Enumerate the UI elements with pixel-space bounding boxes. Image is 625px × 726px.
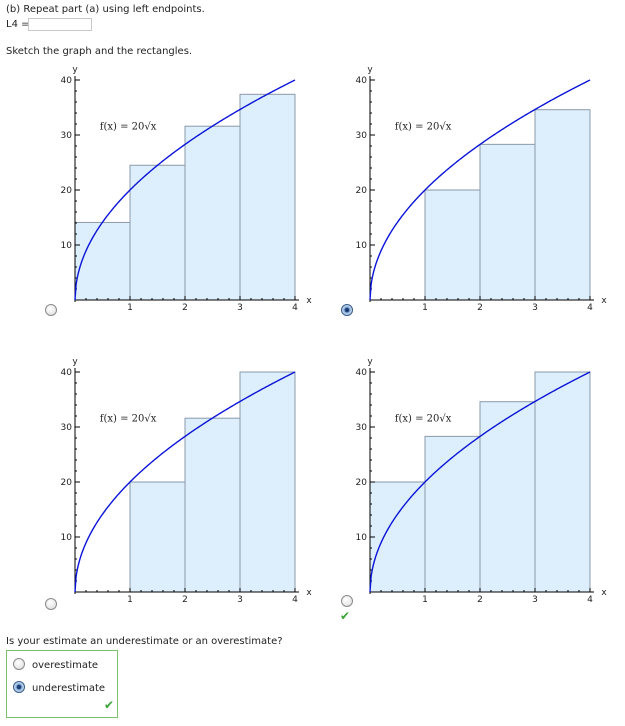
rectangle-1 [74,221,131,301]
y-tick-label: 20 [61,478,73,488]
rectangle-4 [534,371,591,593]
rectangle-4 [239,93,296,301]
x-tick-label: 4 [292,595,298,605]
y-tick-label: 40 [61,368,73,378]
rectangle-2 [129,164,186,301]
l4-input[interactable] [28,18,92,31]
graph-option-3: 10 20 30 40y 1 2 3 4x f(x) = 20√x [61,357,313,605]
sketch-prompt: Sketch the graph and the rectangles. [6,46,193,57]
x-tick-label: 2 [182,303,188,313]
rectangle-2 [184,417,241,593]
graph-option-4-checkmark-icon: ✔ [340,609,351,623]
function-curve [369,79,591,301]
y-tick-label: 20 [356,478,368,488]
x-tick-label: 3 [237,595,243,605]
y-tick-label: 10 [61,241,73,251]
graph-option-1-radio[interactable] [45,304,57,316]
function-label: f(x) = 20√x [395,414,452,425]
function-label: f(x) = 20√x [100,414,157,425]
rectangle-2 [424,435,481,593]
y-axis-label: y [367,357,373,367]
x-tick-label: 4 [587,303,593,313]
x-tick-label: 1 [127,595,133,605]
y-tick-label: 30 [356,131,368,141]
y-tick-label: 20 [61,186,73,196]
x-tick-label: 1 [422,303,428,313]
graph-option-4-radio[interactable] [341,595,353,607]
overestimate-radio[interactable] [13,658,25,670]
y-axis-label: y [72,357,78,367]
y-tick-label: 10 [61,533,73,543]
x-axis-label: x [306,588,312,598]
rectangle-1 [129,481,186,593]
part-b-instruction: (b) Repeat part (a) using left endpoints… [6,4,205,15]
x-tick-label: 1 [422,595,428,605]
x-tick-label: 3 [532,303,538,313]
estimate-checkmark-icon: ✔ [104,698,115,712]
rectangle-3 [239,371,296,593]
graph-option-3-radio[interactable] [45,598,57,610]
rectangle-2 [424,189,481,301]
rectangle-3 [479,143,536,301]
rectangle-1 [369,481,426,593]
y-tick-label: 40 [356,368,368,378]
graph-option-2: 10 20 30 40y 1 2 3 4x f(x) = 20√x [356,65,608,313]
x-tick-label: 4 [292,303,298,313]
y-axis-label: y [367,65,373,75]
x-axis-label: x [601,588,607,598]
y-tick-label: 10 [356,241,368,251]
graph-option-4: 10 20 30 40y 1 2 3 4x f(x) = 20√x [356,357,608,605]
y-tick-label: 30 [61,131,73,141]
estimate-answer-box [6,650,118,718]
function-curve [74,371,296,593]
x-tick-label: 4 [587,595,593,605]
function-curve [369,371,591,593]
l4-label: L4 = [6,19,30,30]
y-tick-label: 30 [356,423,368,433]
x-tick-label: 3 [237,303,243,313]
y-axis-label: y [72,65,78,75]
y-tick-label: 30 [61,423,73,433]
x-axis-label: x [601,296,607,306]
rectangle-4 [534,109,591,301]
y-tick-label: 10 [356,533,368,543]
estimate-question: Is your estimate an underestimate or an … [6,636,283,647]
function-curve [74,79,296,301]
x-axis-label: x [306,296,312,306]
y-tick-label: 40 [61,76,73,86]
underestimate-radio[interactable] [13,681,25,693]
underestimate-label[interactable]: underestimate [32,683,106,694]
function-label: f(x) = 20√x [100,122,157,133]
graph-option-1: 10 20 30 40y 1 2 3 4x f(x) = 20√x [61,65,313,313]
x-tick-label: 2 [182,595,188,605]
graph-option-2-radio[interactable] [341,304,353,316]
x-tick-label: 2 [477,595,483,605]
overestimate-label[interactable]: overestimate [32,660,99,671]
x-tick-label: 2 [477,303,483,313]
rectangle-3 [184,125,241,301]
x-tick-label: 3 [532,595,538,605]
y-tick-label: 20 [356,186,368,196]
x-tick-label: 1 [127,303,133,313]
function-label: f(x) = 20√x [395,122,452,133]
y-tick-label: 40 [356,76,368,86]
